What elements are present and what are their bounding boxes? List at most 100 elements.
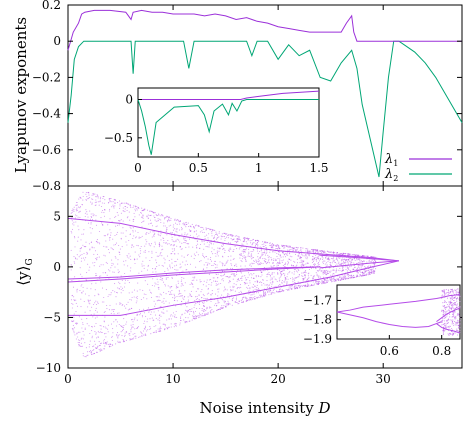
bifurcation-point [161, 278, 163, 280]
inset-bifurcation-point [457, 303, 459, 305]
bifurcation-point [268, 294, 270, 296]
bifurcation-point [146, 298, 148, 300]
bifurcation-point [161, 279, 163, 281]
inset-bifurcation-point [451, 299, 453, 301]
bifurcation-point [151, 252, 153, 254]
bifurcation-point [155, 262, 158, 264]
bifurcation-point [204, 237, 206, 240]
bifurcation-point [132, 206, 134, 209]
bifurcation-point [361, 260, 363, 263]
bifurcation-point [244, 275, 246, 277]
bifurcation-point [132, 326, 134, 328]
inset-bifurcation-point [451, 288, 453, 290]
bifurcation-point [146, 209, 149, 211]
bifurcation-point [245, 297, 247, 299]
bifurcation-point [167, 239, 169, 242]
bifurcation-point [198, 317, 200, 319]
bifurcation-point [342, 267, 344, 269]
bifurcation-point [172, 245, 174, 247]
inset-bifurcation-point [451, 327, 453, 330]
bifurcation-point [178, 293, 180, 295]
bifurcation-point [122, 227, 124, 229]
bifurcation-point [188, 229, 191, 231]
bifurcation-point [204, 313, 206, 315]
inset-bifurcation-point [459, 327, 461, 329]
bifurcation-point [254, 244, 257, 246]
bifurcation-point [179, 220, 181, 222]
bifurcation-point [160, 327, 162, 330]
bifurcation-point [162, 308, 164, 310]
bifurcation-point [337, 278, 339, 280]
bifurcation-point [228, 282, 230, 284]
bifurcation-point [243, 250, 245, 252]
bifurcation-point [280, 284, 282, 286]
bifurcation-point [155, 271, 157, 273]
bifurcation-point [316, 260, 318, 262]
bifurcation-point [178, 289, 180, 291]
bifurcation-point [183, 298, 185, 300]
inset-bifurcation-point [447, 318, 450, 320]
bifurcation-point [241, 261, 243, 263]
bifurcation-point [174, 296, 176, 298]
bifurcation-point [244, 248, 246, 251]
bifurcation-point [81, 276, 83, 278]
bifurcation-point [196, 240, 198, 242]
bifurcation-point [195, 230, 197, 232]
bifurcation-point [364, 271, 366, 273]
bifurcation-point [288, 245, 291, 247]
bifurcation-point [72, 286, 75, 288]
bifurcation-point [235, 301, 237, 304]
bifurcation-point [305, 255, 307, 257]
inset-bifurcation-point [448, 301, 450, 303]
bifurcation-point [296, 250, 298, 252]
bifurcation-point [162, 300, 164, 302]
bifurcation-point [263, 243, 265, 245]
bifurcation-point [231, 235, 233, 237]
bifurcation-point [315, 268, 317, 270]
bifurcation-point [112, 201, 114, 203]
bifurcation-point [180, 226, 183, 228]
bifurcation-point [301, 284, 303, 287]
inset-bifurcation-point [448, 310, 451, 312]
bifurcation-point [203, 231, 205, 233]
bifurcation-point [259, 250, 261, 253]
bifurcation-point [248, 290, 250, 292]
bifurcation-point [326, 265, 328, 267]
inset-bifurcation-point [451, 316, 453, 318]
bifurcation-point [228, 294, 230, 296]
bifurcation-point [118, 334, 120, 336]
bifurcation-point [114, 266, 116, 268]
bifurcation-point [250, 298, 252, 300]
bifurcation-point [92, 193, 94, 195]
bifurcation-point [165, 293, 167, 295]
bifurcation-point [228, 249, 230, 252]
bifurcation-point [249, 240, 251, 242]
bifurcation-point [247, 255, 249, 257]
bifurcation-point [119, 341, 121, 343]
bifurcation-point [254, 285, 256, 287]
inset-bifurcation-point [449, 332, 451, 334]
bifurcation-point [164, 217, 166, 219]
bifurcation-point [178, 221, 180, 223]
bifurcation-point [208, 233, 210, 235]
bifurcation-point [357, 259, 360, 261]
bifurcation-point [222, 265, 224, 267]
bifurcation-point [163, 222, 165, 224]
bifurcation-point [363, 272, 365, 274]
bifurcation-point [85, 257, 87, 259]
bifurcation-point [347, 267, 349, 269]
bifurcation-point [318, 276, 320, 279]
bifurcation-point [312, 255, 314, 258]
bifurcation-point [252, 242, 254, 244]
bifurcation-point [294, 286, 296, 288]
bifurcation-point [75, 221, 77, 223]
bifurcation-point [109, 208, 111, 210]
bifurcation-point [227, 300, 229, 302]
bifurcation-point [114, 202, 116, 204]
bifurcation-point [272, 289, 274, 291]
bifurcation-point [202, 268, 205, 270]
bifurcation-point [250, 254, 252, 256]
bifurcation-point [205, 246, 207, 248]
bifurcation-point [175, 264, 178, 266]
bifurcation-point [166, 310, 168, 312]
